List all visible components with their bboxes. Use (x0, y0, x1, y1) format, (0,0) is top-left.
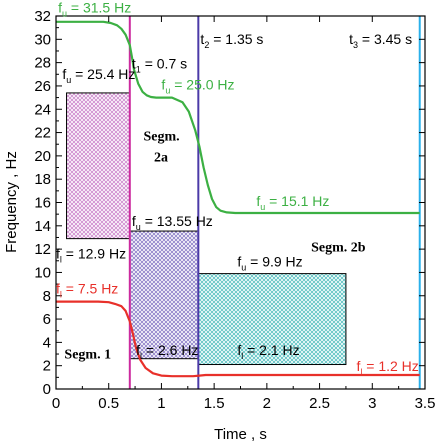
y-tick-label: 20 (34, 148, 51, 165)
y-tick-label: 6 (43, 311, 51, 328)
x-axis-label: Time , s (214, 426, 267, 443)
axis-ticks (55, 15, 426, 390)
annotation: fu = 13.55 Hz (132, 213, 213, 232)
y-tick-label: 10 (34, 264, 51, 281)
y-tick-label: 22 (34, 125, 51, 142)
annotation: fu = 25.0 Hz (161, 76, 234, 95)
series-lines (56, 20, 420, 378)
y-tick-label: 4 (43, 334, 51, 351)
y-tick-label: 12 (34, 241, 51, 258)
segment-regions (66, 92, 347, 366)
y-tick-label: 30 (34, 31, 51, 48)
y-tick-label: 28 (34, 55, 51, 72)
annotation: fl = 2.6 Hz (136, 342, 198, 361)
x-tick-label: 3.5 (415, 395, 436, 412)
annotation: Segm. (144, 130, 180, 145)
y-tick-label: 2 (43, 358, 51, 375)
y-tick-label: 16 (34, 195, 51, 212)
annotation: fu = 31.5 Hz (58, 0, 131, 19)
x-tick-label: 0 (52, 395, 60, 412)
series-line-2 (56, 300, 420, 378)
y-tick-label: 24 (34, 101, 51, 118)
x-tick-label: 2.5 (309, 395, 330, 412)
segment-region-3 (197, 273, 347, 366)
y-tick-label: 8 (43, 288, 51, 305)
annotation: fl = 2.1 Hz (237, 342, 299, 361)
annotation: Segm. 1 (64, 348, 111, 363)
y-tick-label: 0 (43, 381, 51, 398)
annotation: 2a (154, 151, 168, 166)
x-tick-label: 0.5 (98, 395, 119, 412)
x-tick-label: 1.5 (204, 395, 225, 412)
annotation: fu = 15.1 Hz (256, 193, 329, 212)
annotation: t2 = 1.35 s (200, 31, 263, 50)
y-tick-label: 32 (34, 8, 51, 25)
y-tick-label: 26 (34, 78, 51, 95)
annotation: fl = 12.9 Hz (56, 245, 126, 264)
tick-labels: 0 0.5 1 1.5 2 2.5 3 3.5024681012141618202224262… (34, 8, 435, 412)
x-tick-label: 3 (368, 395, 376, 412)
segment-region-2 (129, 230, 199, 360)
annotation: fu = 25.4 Hz (62, 66, 135, 85)
y-tick-label: 14 (34, 218, 51, 235)
y-tick-label: 18 (34, 171, 51, 188)
annotation: Segm. 2b (311, 240, 366, 255)
annotation: fu = 9.9 Hz (237, 254, 302, 273)
annotation: t3 = 3.45 s (349, 31, 412, 50)
series-line-1 (56, 20, 420, 215)
segment-region-1 (66, 92, 131, 240)
x-tick-label: 2 (263, 395, 271, 412)
y-axis-label: Frequency , Hz (3, 151, 20, 253)
x-tick-label: 1 (157, 395, 165, 412)
annotation: fl = 7.5 Hz (56, 280, 118, 299)
annotations: fu = 31.5 Hz t1 = 0.7 s t2 = 1.35 s t3 = 3.… (56, 0, 419, 377)
annotation: fl = 1.2 Hz (356, 358, 418, 377)
annotation: t1 = 0.7 s (132, 55, 187, 74)
